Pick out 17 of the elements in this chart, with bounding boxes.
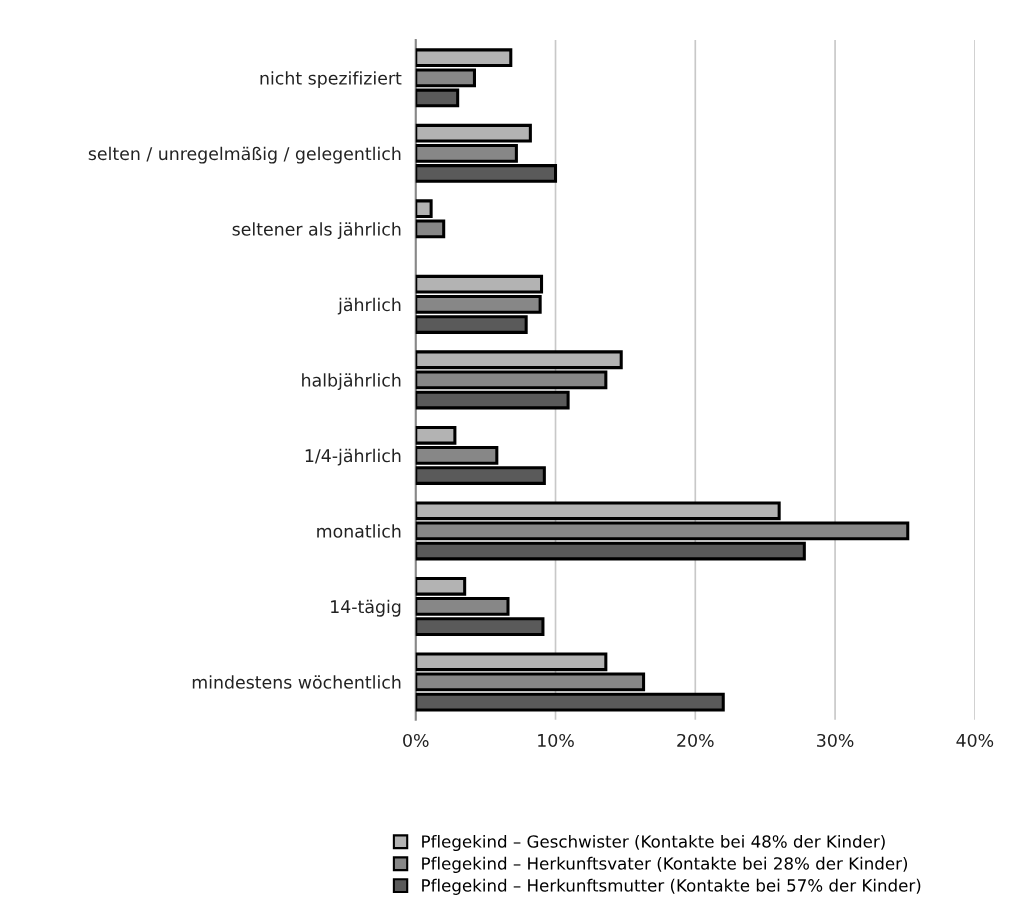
legend-label: Pflegekind – Herkunftsvater (Kontakte bei 28% der Kinder) — [422, 856, 908, 873]
legend-label: Pflegekind – Herkunftsmutter (Kontakte bei 57% der Kinder) — [422, 878, 921, 895]
y-tick-label: 14-tägig — [331, 599, 401, 617]
y-tick-label: jährlich — [337, 297, 401, 315]
y-tick-label: halbjährlich — [302, 373, 401, 391]
x-tick-label: 30% — [817, 733, 854, 748]
y-tick-label: seltener als jährlich — [232, 222, 401, 240]
x-tick-label: 40% — [956, 733, 994, 748]
y-tick-label: mindestens wöchentlich — [192, 675, 401, 689]
x-tick-label: 0% — [403, 733, 429, 748]
y-tick-label: 1/4-jährlich — [305, 448, 401, 466]
y-tick-label: monatlich — [317, 524, 401, 538]
x-tick-label: 10% — [538, 733, 574, 748]
y-tick-label: selten / unregelmäßig / gelegentlich — [88, 146, 401, 164]
legend-label: Pflegekind – Geschwister (Kontakte bei 48% der Kinder) — [422, 834, 885, 852]
x-tick-label: 20% — [677, 733, 714, 748]
y-tick-label: nicht spezifiziert — [260, 71, 402, 89]
